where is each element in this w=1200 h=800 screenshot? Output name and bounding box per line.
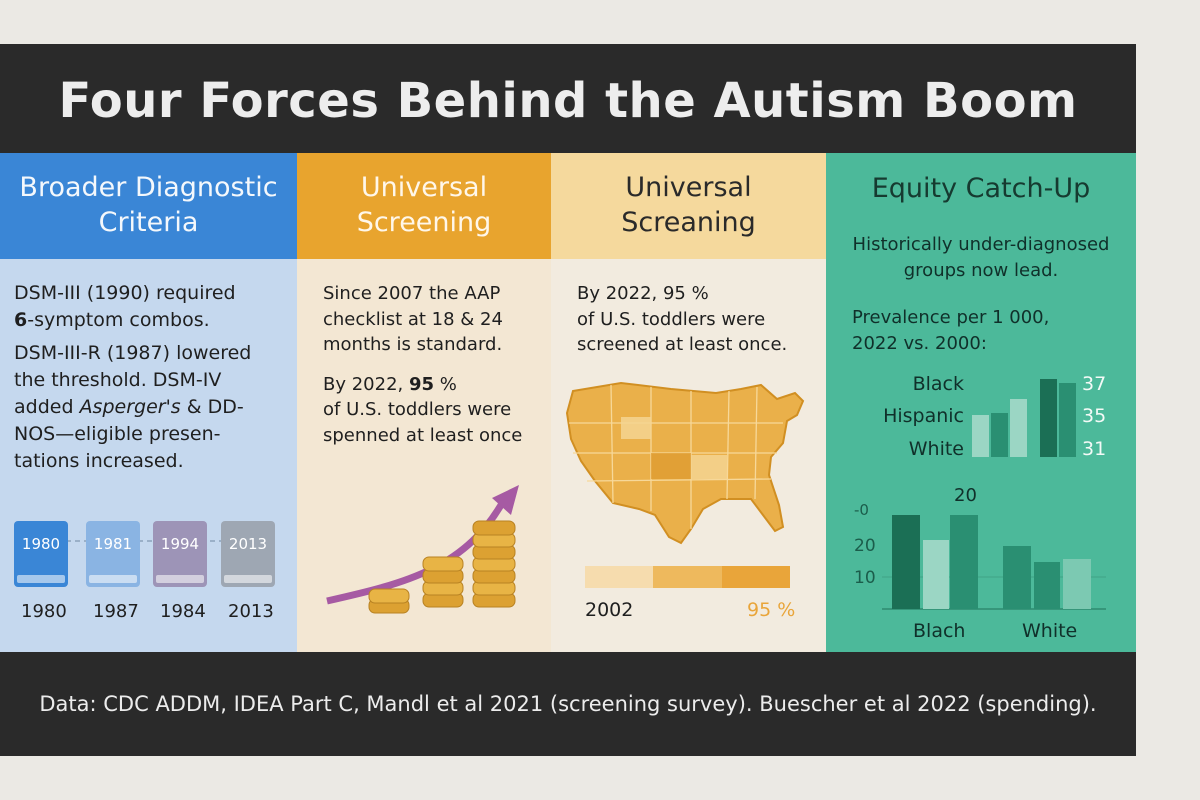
text-line: Historically under-diagnosed: [852, 234, 1110, 255]
text-line: groups now lead.: [903, 259, 1059, 281]
text-span: & DD-: [180, 395, 244, 418]
us-map: [565, 381, 805, 545]
text-span: added: [14, 395, 80, 418]
panel-diagnostic-criteria: Broader Diagnostic Criteria DSM-III (199…: [0, 153, 297, 652]
text-line: tations increased.: [14, 449, 184, 472]
legend-swatch: [653, 566, 722, 588]
x-label: White: [1022, 620, 1078, 642]
legend-max-label: 95 %: [747, 599, 796, 621]
italic-term: Asperger's: [79, 395, 181, 418]
chart-top-label: 20: [954, 485, 977, 506]
text-line: By 2022, 95 %: [577, 283, 709, 304]
panel-heading: Universal Screaning: [551, 153, 826, 259]
timeline-year: 1987: [93, 601, 139, 622]
text-line: screened at least once.: [577, 334, 788, 356]
text-line: checklist at 18 & 24: [323, 308, 503, 330]
text-line: DSM-III-R (1987) lowered: [14, 341, 252, 364]
timeline-year: 1984: [160, 601, 206, 622]
coin-stack-small: [368, 588, 410, 614]
value-label: 31: [1082, 438, 1107, 460]
dsm-book: 1980: [14, 521, 68, 587]
y-tick: -0: [854, 501, 869, 519]
text-line: the threshold. DSM-IV: [14, 368, 222, 391]
text-span: -symptom combos.: [27, 308, 210, 331]
legend-min-label: 2002: [585, 599, 634, 621]
text-line: 6-symptom combos.: [14, 307, 251, 334]
growth-illustration: [326, 485, 519, 614]
text-line: Since 2007 the AAP: [323, 283, 501, 304]
text-line: months is standard.: [323, 334, 503, 356]
group-label: White: [908, 438, 964, 460]
text-line: NOS—eligible presen-: [14, 422, 221, 445]
text-span: By 2022,: [323, 373, 409, 395]
value-label: 37: [1082, 373, 1107, 395]
text-line: 2022 vs. 2000:: [852, 332, 987, 354]
group-label: Black: [912, 373, 964, 395]
text-span: %: [434, 373, 457, 395]
panels-row: Broader Diagnostic Criteria DSM-III (199…: [0, 153, 1136, 652]
x-label: Blach: [913, 620, 966, 642]
panel-screening-map: Universal Screaning By 2022, 95 % of U.S…: [551, 153, 826, 652]
bold-number: 6: [14, 308, 28, 331]
coin-stack-medium: [422, 556, 464, 608]
data-sources-footer: Data: CDC ADDM, IDEA Part C, Mandl et al…: [39, 692, 1097, 716]
timeline-year: 1980: [21, 601, 67, 622]
panel-subtext: Historically under-diagnosed groups now …: [826, 232, 1136, 283]
group-label: Hispanic: [883, 405, 964, 427]
panel-heading: Broader Diagnostic Criteria: [0, 153, 297, 259]
legend-bar: [585, 566, 790, 588]
dsm-book: 1994: [153, 521, 207, 587]
y-tick: 10: [854, 568, 876, 588]
panel-heading: Universal Screening: [297, 153, 551, 259]
text-line: DSM-III (1990) required: [14, 282, 236, 304]
legend-swatch: [585, 566, 654, 588]
panel-heading: Equity Catch-Up: [826, 153, 1136, 229]
text-line: Prevalence per 1 000,: [852, 307, 1050, 328]
comparison-bars: [882, 515, 1106, 610]
text-line: of U.S. toddlers were: [577, 308, 766, 330]
panel-text: By 2022, 95 % of U.S. toddlers were scre…: [577, 281, 787, 358]
prevalence-bars: [972, 379, 1076, 457]
timeline-year: 2013: [228, 601, 274, 622]
dsm-book: 2013: [221, 521, 275, 587]
value-label: 35: [1082, 405, 1107, 427]
y-tick: 20: [854, 536, 876, 556]
coin-stack-large: [472, 520, 516, 608]
legend-swatch: [721, 566, 790, 588]
prevalence-label: Prevalence per 1 000, 2022 vs. 2000:: [852, 305, 1049, 356]
dsm-book: 1981: [86, 521, 140, 587]
panel-text: Since 2007 the AAP checklist at 18 & 24 …: [323, 281, 522, 448]
text-line: added Asperger's & DD-: [14, 394, 251, 421]
infographic-title: Four Forces Behind the Autism Boom: [58, 73, 1078, 129]
text-line: spenned at least once: [323, 424, 523, 446]
text-line: By 2022, 95 %: [323, 372, 522, 398]
panel-equity-catch-up: Equity Catch-Up Historically under-diagn…: [826, 153, 1136, 652]
bold-number: 95: [408, 373, 435, 395]
panel-text: DSM-III (1990) required 6-symptom combos…: [14, 280, 251, 475]
panel-universal-screening: Universal Screening Since 2007 the AAP c…: [297, 153, 551, 652]
text-line: of U.S. toddlers were: [323, 399, 512, 421]
